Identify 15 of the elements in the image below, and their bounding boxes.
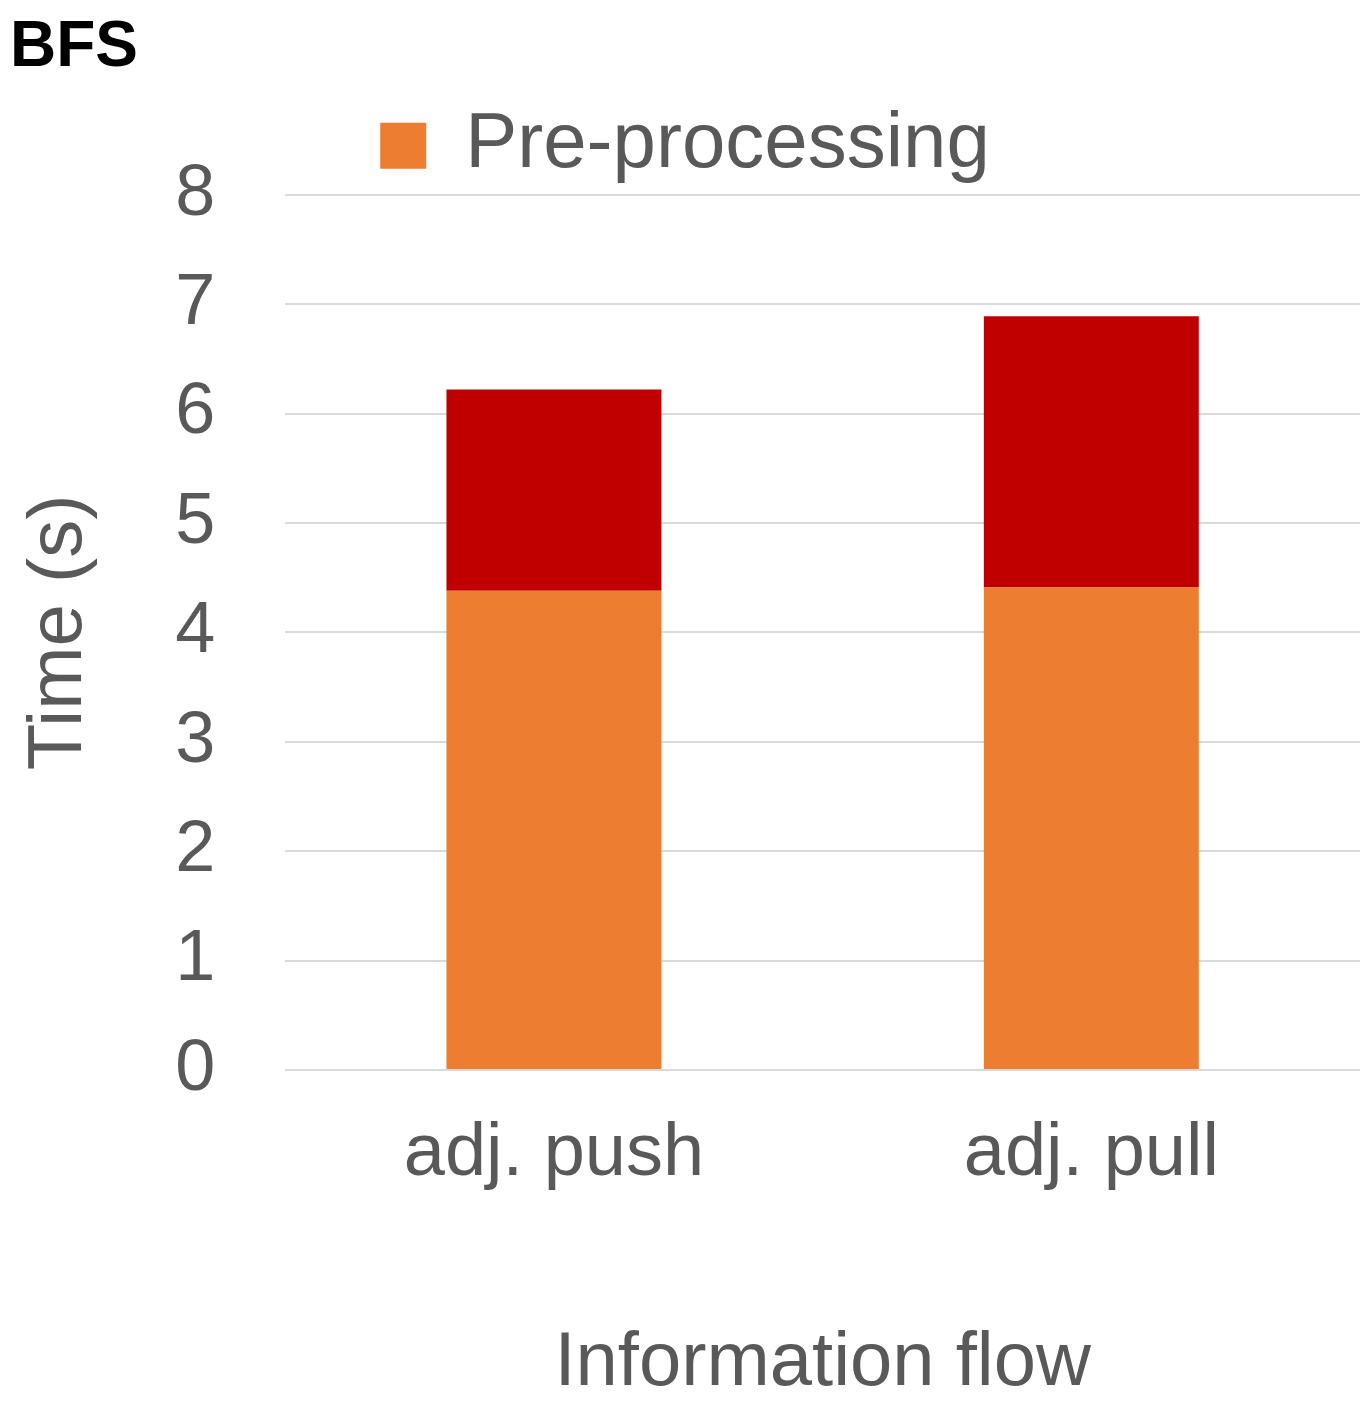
y-tick-label: 1: [175, 915, 216, 996]
y-tick-label: 5: [175, 477, 216, 558]
y-tick-label: 4: [175, 587, 216, 668]
chart-title: BFS: [10, 8, 138, 81]
y-tick-label: 2: [175, 806, 216, 887]
y-tick-label: 7: [175, 259, 216, 340]
y-tick-label: 6: [175, 368, 216, 449]
y-tick-label: 0: [175, 1024, 216, 1105]
x-tick-label: adj. pull: [963, 1107, 1219, 1191]
y-tick-label: 3: [175, 696, 216, 777]
x-axis-title: Information flow: [554, 1316, 1092, 1402]
y-tick-label: 8: [175, 149, 216, 230]
x-tick-label: adj. push: [403, 1107, 705, 1191]
legend-label: Pre-processing: [465, 96, 990, 185]
y-axis-title: Time (s): [11, 494, 97, 771]
